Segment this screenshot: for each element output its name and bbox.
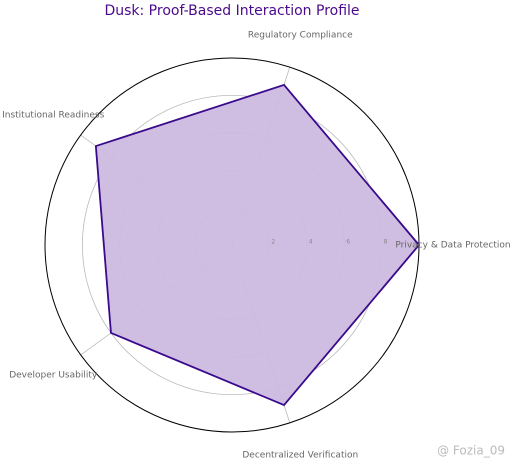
axis-label: Regulatory Compliance — [248, 30, 353, 40]
chart-title: Dusk: Proof-Based Interaction Profile — [104, 3, 359, 19]
watermark: @ Fozia_09 — [437, 444, 505, 458]
area — [94, 83, 421, 407]
r-tick-label: 6 — [346, 239, 350, 246]
axis-label: Institutional Readiness — [2, 111, 104, 121]
r-tick-label: 8 — [384, 239, 388, 246]
axis-label: Developer Usability — [9, 370, 98, 380]
r-tick-label: 4 — [309, 239, 313, 246]
r-tick-label: 2 — [271, 239, 275, 246]
axis-label: Privacy & Data Protection — [395, 241, 510, 251]
axis-label: Decentralized Verification — [242, 451, 358, 461]
